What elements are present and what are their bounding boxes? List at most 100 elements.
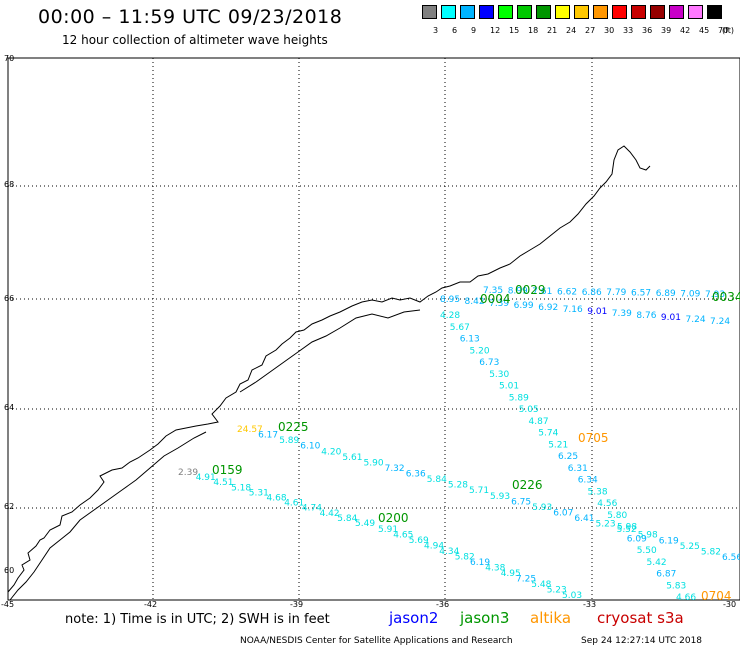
wave-height-value: 5.89 xyxy=(279,436,299,446)
legend-swatch xyxy=(536,5,551,19)
wave-height-value: 4.94 xyxy=(424,542,444,552)
wave-height-value: 5.61 xyxy=(342,453,362,463)
longitude-label: -33 xyxy=(583,600,597,609)
legend-swatch xyxy=(441,5,456,19)
pass-time-label: 0225 xyxy=(278,420,309,434)
satellite-legend-entry: jason2 xyxy=(389,609,439,627)
wave-height-value: 5.91 xyxy=(378,525,398,535)
wave-height-value: 5.83 xyxy=(666,581,686,591)
wave-height-value: 5.93 xyxy=(532,503,552,513)
legend-label: 12 xyxy=(490,26,501,35)
latitude-label: 62 xyxy=(4,502,15,511)
wave-height-value: 5.30 xyxy=(489,370,509,380)
wave-height-value: 5.20 xyxy=(470,346,490,356)
pass-time-label: 0226 xyxy=(512,478,543,492)
legend-swatch xyxy=(517,5,532,19)
wave-height-value: 5.23 xyxy=(596,520,616,530)
latitude-label: 64 xyxy=(4,403,15,412)
credit-line: NOAA/NESDIS Center for Satellite Applica… xyxy=(240,636,513,646)
wave-height-value: 4.38 xyxy=(485,564,505,574)
wave-height-value: 5.74 xyxy=(538,429,558,439)
wave-height-value: 4.42 xyxy=(320,509,340,519)
wave-height-value: 6.86 xyxy=(582,288,602,298)
wave-height-value: 5.05 xyxy=(519,405,539,415)
wave-height-value: 4.95 xyxy=(501,569,521,579)
wave-height-value: 7.61 xyxy=(532,287,552,297)
wave-height-value: 6.41 xyxy=(574,514,594,524)
wave-height-value: 4.87 xyxy=(529,417,549,427)
wave-height-value: 4.51 xyxy=(213,478,233,488)
legend-label: 6 xyxy=(452,26,458,35)
wave-height-value: 6.17 xyxy=(258,431,278,441)
page-subtitle: 12 hour collection of altimeter wave hei… xyxy=(62,33,328,47)
wave-height-value: 4.91 xyxy=(196,473,216,483)
longitude-label: -45 xyxy=(1,600,15,609)
wave-height-value: 4.74 xyxy=(302,504,322,514)
wave-height-value: 7.24 xyxy=(686,315,706,325)
satellite-legend-entry: cryosat s3a xyxy=(597,609,684,627)
longitude-label: -30 xyxy=(723,600,737,609)
latitude-label: 60 xyxy=(4,566,15,575)
wave-height-value: 4.20 xyxy=(321,447,341,457)
legend-label: 15 xyxy=(509,26,520,35)
legend-swatch xyxy=(650,5,665,19)
altimeter-tracks: 7.35 8.99 7.61 6.62 6.86 7.79 6.57 6.89 7.09 7.93… xyxy=(178,283,740,603)
wave-height-value: 5.98 xyxy=(638,531,658,541)
legend-label: 24 xyxy=(566,26,577,35)
wave-height-value: 7.16 xyxy=(563,305,583,315)
legend-swatch xyxy=(479,5,494,19)
wave-height-value: 6.57 xyxy=(631,289,651,299)
wave-height-value: 7.09 xyxy=(680,290,700,300)
wave-height-value: 6.36 xyxy=(406,470,426,480)
wave-height-value: 7.39 xyxy=(612,309,632,319)
wave-height-value: 5.18 xyxy=(231,483,251,493)
wave-height-value: 6.25 xyxy=(558,452,578,462)
wave-height-value: 5.67 xyxy=(450,323,470,333)
pass-time-label: 0159 xyxy=(212,463,243,477)
legend-label: 18 xyxy=(528,26,539,35)
wave-height-value: 4.66 xyxy=(676,593,696,603)
legend-label: 70 xyxy=(718,26,729,35)
wave-height-value: 6.89 xyxy=(656,289,676,299)
legend-swatch xyxy=(707,5,722,19)
greenland-coastline xyxy=(7,145,651,593)
wave-height-value: 7.35 xyxy=(483,286,503,296)
legend-label: 36 xyxy=(642,26,653,35)
wave-height-value: 6.56 xyxy=(722,553,740,563)
wave-height-value: 5.84 xyxy=(337,514,357,524)
wave-height-value: 2.39 xyxy=(178,468,198,478)
wave-height-value: 5.90 xyxy=(364,458,384,468)
wave-height-value: 5.50 xyxy=(637,546,657,556)
greenland-coastline-inner xyxy=(9,309,421,601)
satellite-legend-entry: altika xyxy=(530,609,572,627)
wave-height-value: 5.80 xyxy=(607,511,627,521)
wave-height-value: 7.32 xyxy=(385,464,405,474)
pass-time-label: 0034 xyxy=(712,290,740,304)
wave-height-value: 5.93 xyxy=(490,492,510,502)
wave-height-value: 4.28 xyxy=(440,311,460,321)
legend-label: 45 xyxy=(699,26,710,35)
wave-height-value: 5.38 xyxy=(588,487,608,497)
legend-unit: (ft) xyxy=(722,26,735,35)
wave-height-value: 6.34 xyxy=(578,476,598,486)
pass-time-label: 0004 xyxy=(480,292,511,306)
wave-height-value: 4.65 xyxy=(393,531,413,541)
latitude-label: 66 xyxy=(4,294,15,303)
legend-swatch xyxy=(574,5,589,19)
legend-label: 30 xyxy=(604,26,615,35)
wave-height-value: 5.01 xyxy=(499,382,519,392)
wave-height-value: 6.62 xyxy=(557,287,577,297)
legend-swatch xyxy=(498,5,513,19)
legend-swatch xyxy=(631,5,646,19)
satellite-legend-entry: jason3 xyxy=(460,609,510,627)
wave-height-value: 5.31 xyxy=(249,488,269,498)
wave-height-value: 4.68 xyxy=(267,494,287,504)
wave-height-value: 5.84 xyxy=(427,475,447,485)
wave-height-value: 6.19 xyxy=(470,558,490,568)
wave-height-value: 8.42 xyxy=(465,297,485,307)
legend-label: 27 xyxy=(585,26,596,35)
latitude-label: 68 xyxy=(4,180,15,189)
wave-height-value: 5.82 xyxy=(455,553,475,563)
wave-height-value: 5.03 xyxy=(562,591,582,601)
